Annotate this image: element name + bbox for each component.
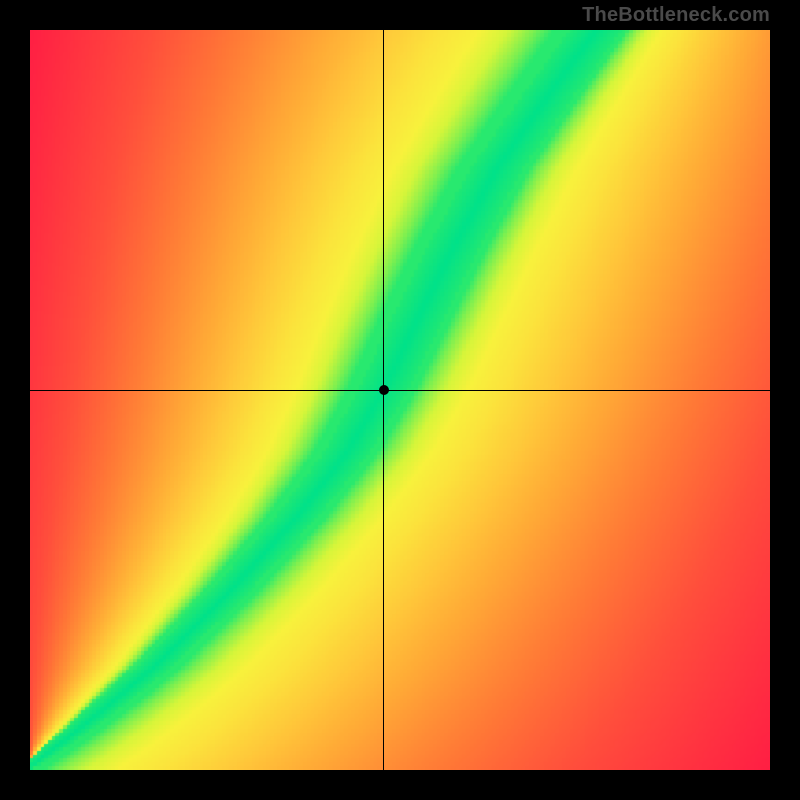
crosshair-horizontal (30, 390, 770, 391)
outer-frame: TheBottleneck.com (0, 0, 800, 800)
heatmap-plot (30, 30, 770, 770)
watermark-text: TheBottleneck.com (582, 4, 770, 27)
crosshair-vertical (383, 30, 384, 770)
